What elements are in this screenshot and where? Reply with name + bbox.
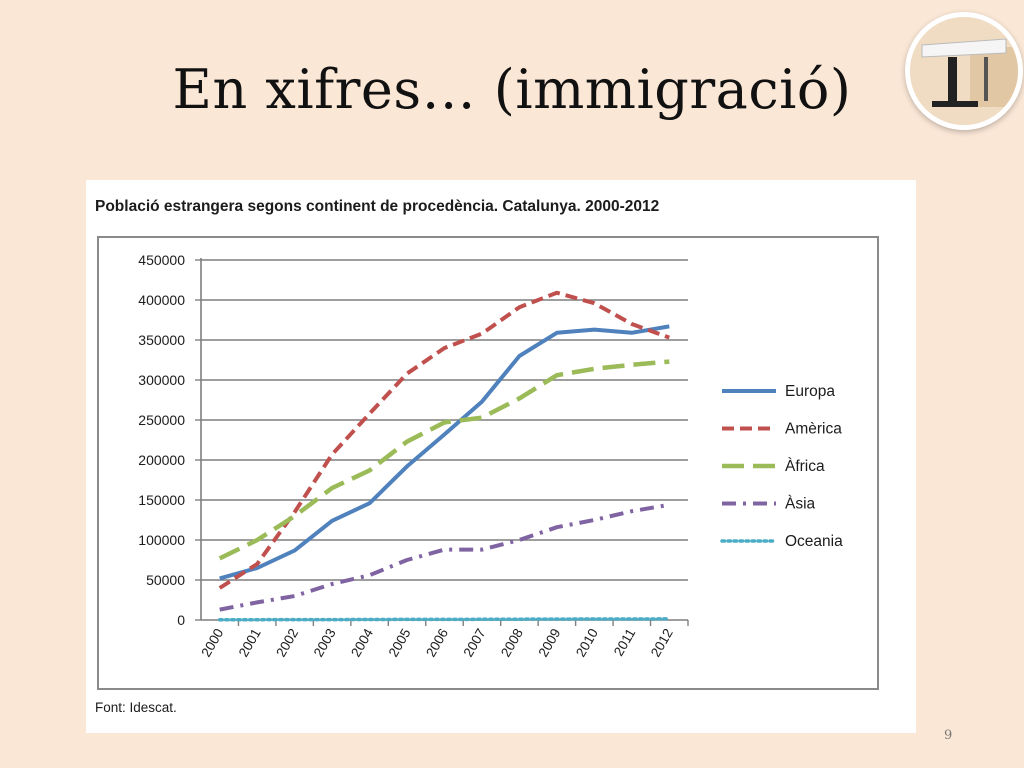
chart-title: Població estrangera segons continent de … (95, 198, 660, 215)
y-tick-label: 400000 (138, 292, 185, 308)
y-tick-label: 0 (177, 612, 185, 628)
legend-label: Àsia (785, 496, 816, 513)
x-tick-label: 2011 (611, 626, 639, 659)
series-line-Europa (219, 324, 670, 581)
series-line-Àfrica (218, 359, 670, 561)
y-tick-label: 250000 (138, 412, 185, 428)
legend-label: Àfrica (785, 458, 825, 475)
y-tick-label: 100000 (138, 532, 185, 548)
x-tick-label: 2002 (273, 626, 301, 660)
y-tick-label: 50000 (146, 572, 185, 588)
plot-frame (97, 236, 879, 690)
chart-panel: Població estrangera segons continent de … (86, 180, 916, 733)
y-tick-label: 300000 (138, 372, 185, 388)
legend-label: Oceania (785, 533, 843, 550)
x-tick-label: 2010 (573, 626, 601, 660)
podium-lectern-icon (905, 12, 1023, 130)
source-note: Font: Idescat. (95, 700, 177, 715)
x-tick-label: 2008 (498, 626, 526, 660)
x-tick-label: 2004 (348, 626, 376, 660)
x-tick-label: 2005 (386, 626, 414, 660)
y-tick-label: 450000 (138, 252, 185, 268)
x-tick-label: 2007 (461, 626, 489, 660)
x-tick-label: 2009 (535, 626, 563, 660)
x-tick-label: 2003 (311, 626, 339, 660)
podium-lectern-icon-graphic (910, 17, 1018, 125)
y-tick-label: 150000 (138, 492, 185, 508)
legend-label: Amèrica (785, 421, 842, 438)
legend-label: Europa (785, 383, 835, 400)
x-tick-label: 2001 (236, 626, 264, 660)
x-tick-label: 2012 (648, 626, 676, 660)
y-tick-label: 200000 (138, 452, 185, 468)
series-line-Amèrica (218, 290, 670, 590)
page-number: 9 (944, 728, 953, 743)
slide-title: En xifres… (immigració) (172, 58, 852, 121)
line-chart: 0 50000 100000 150000 200000 250000 300000 3500… (138, 252, 843, 660)
x-tick-label: 2006 (423, 626, 451, 660)
y-tick-label: 350000 (138, 332, 185, 348)
x-tick-label: 2000 (198, 626, 226, 660)
series-line-Oceania (217, 617, 672, 622)
